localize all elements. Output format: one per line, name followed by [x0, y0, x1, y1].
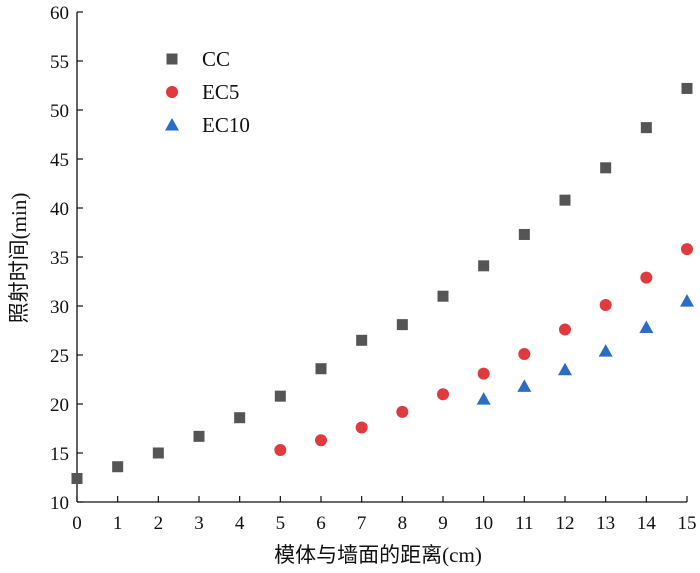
y-tick-label: 20	[50, 395, 69, 416]
data-points	[71, 82, 694, 484]
legend-label-ec5: EC5	[202, 80, 239, 104]
cc-point	[518, 228, 530, 240]
x-tick-label: 7	[357, 513, 367, 534]
ec10-point	[517, 379, 532, 392]
ec5-point	[396, 405, 409, 418]
cc-point	[193, 430, 205, 442]
y-tick-label: 55	[50, 52, 69, 73]
x-tick-label: 8	[398, 513, 408, 534]
x-tick-label: 3	[194, 513, 204, 534]
x-tick-label: 0	[72, 513, 82, 534]
legend-marker-ec5	[166, 86, 178, 98]
ec5-point	[315, 434, 327, 447]
y-axis-label: 照射时间(min)	[7, 193, 31, 324]
ec5-point	[599, 299, 612, 312]
cc-point	[396, 319, 408, 331]
x-tick-label: 9	[438, 513, 448, 534]
y-tick-label: 15	[50, 444, 69, 465]
ec5-point	[681, 243, 693, 256]
cc-point	[274, 390, 286, 402]
ec5-point	[274, 444, 287, 457]
y-tick-label: 60	[50, 3, 69, 24]
x-tick-label: 10	[474, 513, 493, 534]
x-tick-label: 5	[276, 513, 286, 534]
y-tick-label: 30	[50, 297, 69, 318]
x-tick-label: 4	[235, 513, 245, 534]
cc-point	[234, 412, 246, 424]
cc-point	[437, 290, 449, 302]
cc-point	[71, 472, 83, 484]
x-axis-label: 模体与墙面的距离(cm)	[274, 543, 482, 567]
y-tick-label: 35	[50, 248, 69, 269]
x-tick-label: 1	[113, 513, 123, 534]
cc-point	[600, 162, 612, 174]
x-tick-label: 13	[596, 513, 615, 534]
ec10-point	[598, 344, 613, 357]
ec5-point	[355, 421, 368, 434]
cc-point	[681, 82, 693, 94]
y-tick-label: 40	[50, 199, 69, 220]
cc-point	[640, 122, 652, 134]
ec5-point	[518, 348, 531, 361]
legend-marker-ec10	[165, 118, 179, 131]
legend-marker-cc	[166, 53, 178, 65]
ec10-point	[680, 294, 694, 307]
y-tick-label: 25	[50, 346, 69, 367]
ticks: 0 1 2 3 4 5 6 7 8 9 10 11 12 13 14 15101520253035404550…	[50, 3, 697, 534]
axes	[76, 12, 687, 503]
ec10-point	[476, 392, 491, 405]
cc-point	[112, 461, 124, 473]
x-tick-label: 15	[678, 513, 697, 534]
x-tick-label: 14	[637, 513, 657, 534]
cc-point	[152, 447, 164, 459]
ec5-point	[437, 388, 449, 401]
legend-label-cc: CC	[202, 47, 230, 71]
cc-point	[559, 194, 571, 206]
legend: CC EC5 EC10	[165, 47, 250, 137]
ec10-point	[639, 320, 654, 334]
cc-point	[356, 334, 368, 346]
legend-label-ec10: EC10	[202, 113, 250, 137]
cc-point	[315, 363, 327, 375]
x-tick-label: 2	[154, 513, 164, 534]
x-tick-label: 11	[515, 513, 533, 534]
cc-point	[478, 260, 490, 272]
ec5-point	[477, 367, 490, 380]
y-tick-label: 10	[50, 493, 69, 514]
ec10-point	[558, 362, 572, 376]
ec5-point	[640, 271, 653, 284]
y-tick-label: 50	[50, 101, 69, 122]
ec5-point	[559, 323, 571, 336]
x-tick-label: 6	[316, 513, 326, 534]
y-tick-label: 45	[50, 150, 69, 171]
x-tick-label: 12	[556, 513, 575, 534]
